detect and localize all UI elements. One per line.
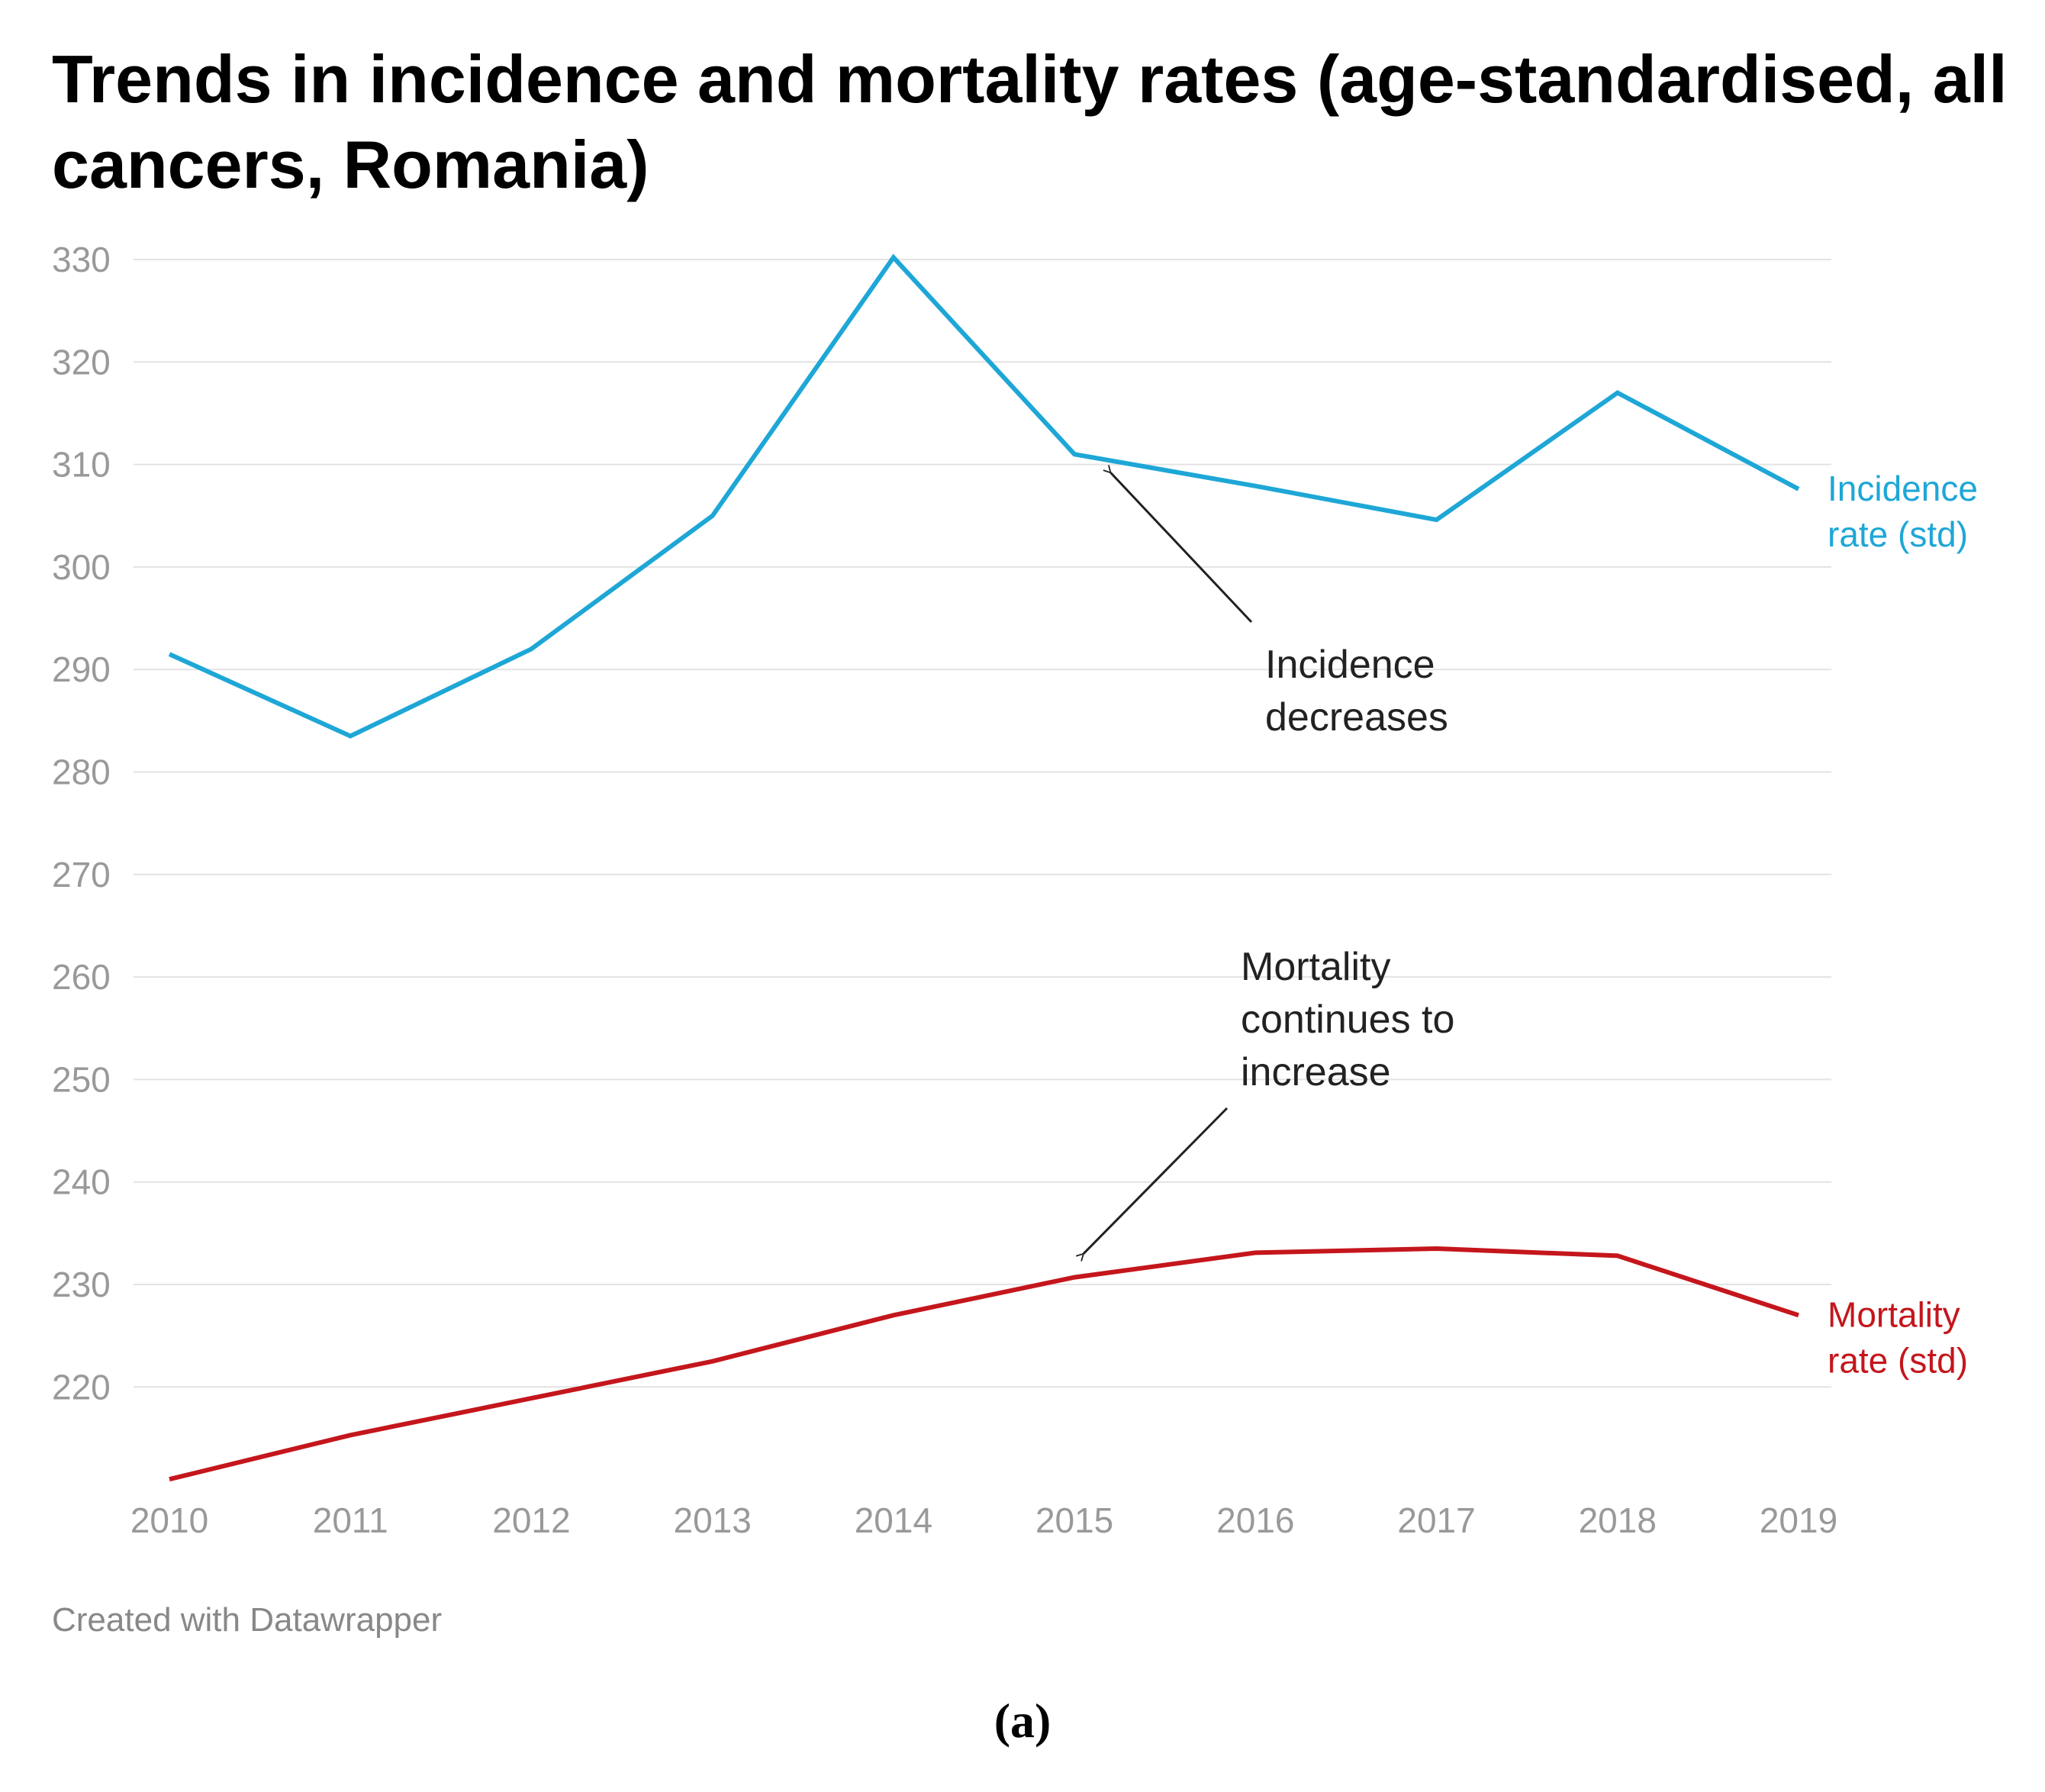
x-tick-label: 2011 bbox=[313, 1500, 388, 1540]
y-tick-label: 230 bbox=[52, 1265, 111, 1304]
annotation-text: Incidence bbox=[1265, 643, 1435, 687]
series-line-incidence bbox=[168, 253, 1800, 739]
y-tick-label: 270 bbox=[52, 855, 111, 894]
x-tick-label: 2010 bbox=[130, 1500, 208, 1540]
x-axis-ticks: 2010 2011 2012 2013 2014 2015 2016 2017 2018 2019 bbox=[130, 1500, 1837, 1540]
annotation-text: increase bbox=[1241, 1050, 1391, 1094]
x-tick-label: 2012 bbox=[492, 1500, 570, 1540]
gridlines bbox=[134, 259, 1831, 1388]
series-label: Mortality bbox=[1828, 1294, 1960, 1334]
series-labels: Incidence rate (std) Mortality rate (std) bbox=[1828, 469, 1978, 1380]
x-tick-label: 2015 bbox=[1035, 1500, 1113, 1540]
x-tick-label: 2018 bbox=[1579, 1500, 1657, 1540]
chart-title: Trends in incidence and mortality rates … bbox=[52, 41, 2008, 202]
series-label: rate (std) bbox=[1828, 514, 1968, 554]
y-tick-label: 240 bbox=[52, 1162, 111, 1202]
x-tick-label: 2013 bbox=[673, 1500, 751, 1540]
x-tick-label: 2017 bbox=[1397, 1500, 1475, 1540]
y-tick-label: 290 bbox=[52, 649, 111, 689]
annotations: Incidence decreases Mortality continues to i… bbox=[1084, 472, 1454, 1253]
credit-text: Created with Datawrapper bbox=[52, 1601, 443, 1639]
x-tick-label: 2019 bbox=[1760, 1500, 1837, 1540]
annotation-text: continues to bbox=[1241, 998, 1454, 1042]
y-tick-label: 250 bbox=[52, 1059, 111, 1099]
y-tick-label: 280 bbox=[52, 753, 111, 792]
annotation-text: Mortality bbox=[1241, 945, 1390, 989]
y-axis-ticks: 220 230 240 250 260 270 280 290 300 310 320 330 bbox=[52, 240, 111, 1407]
annotation-text: decreases bbox=[1265, 695, 1448, 740]
y-tick-label: 310 bbox=[52, 445, 111, 485]
x-tick-label: 2014 bbox=[855, 1500, 932, 1540]
y-tick-label: 320 bbox=[52, 342, 111, 382]
y-tick-label: 300 bbox=[52, 547, 111, 587]
y-tick-label: 330 bbox=[52, 240, 111, 279]
annotation-arrow-incidence bbox=[1111, 472, 1253, 624]
series-lines bbox=[168, 253, 1800, 1482]
series-label: rate (std) bbox=[1828, 1340, 1968, 1380]
series-line-mortality bbox=[169, 1246, 1799, 1482]
y-tick-label: 220 bbox=[52, 1367, 111, 1407]
x-tick-label: 2016 bbox=[1216, 1500, 1294, 1540]
annotation-arrow-mortality bbox=[1084, 1107, 1229, 1254]
panel-label: (a) bbox=[994, 1694, 1051, 1748]
y-tick-label: 260 bbox=[52, 957, 111, 997]
series-label: Incidence bbox=[1828, 469, 1978, 508]
